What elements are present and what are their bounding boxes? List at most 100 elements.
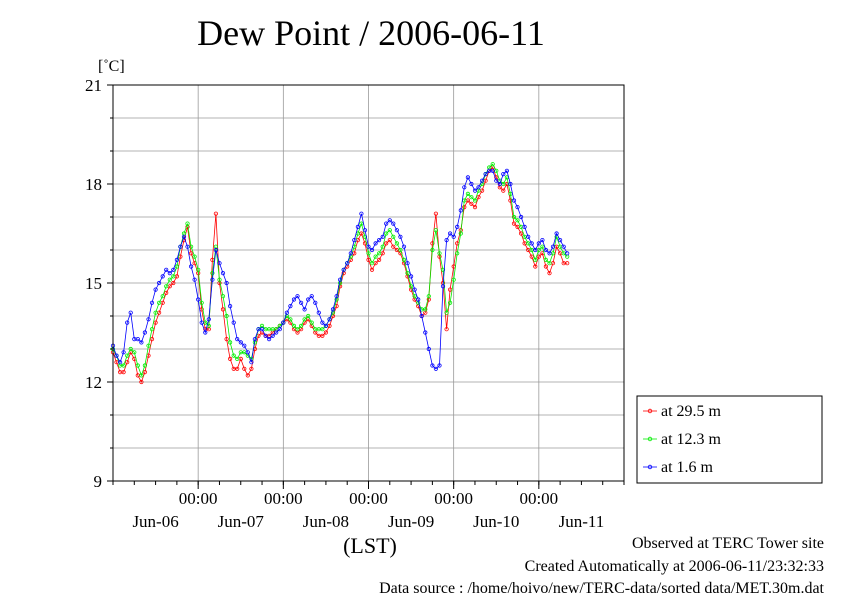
x-day-label: Jun-10	[473, 512, 519, 531]
data-point	[231, 320, 236, 325]
data-point	[224, 313, 229, 319]
data-point	[327, 317, 332, 322]
data-point	[302, 317, 307, 322]
data-point	[419, 313, 424, 319]
data-point	[529, 254, 534, 259]
legend-swatch-marker	[647, 464, 653, 470]
data-point	[302, 307, 307, 312]
y-tick-label: 21	[85, 76, 102, 95]
data-point	[146, 343, 151, 348]
legend-swatch-marker	[647, 408, 653, 414]
data-point	[153, 287, 158, 292]
data-point	[284, 310, 289, 315]
data-point	[515, 205, 520, 210]
data-point	[228, 356, 233, 361]
data-point	[295, 294, 300, 299]
data-point	[164, 284, 169, 289]
data-point	[139, 340, 144, 345]
data-point	[298, 300, 304, 305]
data-point	[387, 228, 392, 233]
data-point	[348, 251, 353, 256]
data-point	[408, 284, 414, 289]
data-point	[405, 270, 410, 276]
data-point	[433, 366, 438, 371]
data-point	[295, 327, 300, 332]
data-point	[501, 188, 506, 193]
data-point	[189, 264, 194, 269]
data-point	[437, 363, 442, 368]
data-point	[376, 257, 382, 262]
data-point	[359, 211, 364, 216]
data-point	[213, 211, 218, 216]
data-point	[430, 241, 435, 246]
data-point	[135, 363, 140, 368]
data-point	[384, 241, 389, 246]
data-point	[171, 267, 176, 272]
data-point	[391, 234, 396, 239]
data-point	[472, 188, 478, 193]
data-point	[231, 353, 236, 358]
x-axis-label: (LST)	[343, 533, 397, 558]
data-point	[281, 320, 286, 325]
x-day-label: Jun-07	[218, 512, 265, 531]
data-point	[444, 238, 449, 243]
data-point	[437, 251, 442, 256]
data-point	[490, 168, 495, 173]
data-point	[533, 264, 538, 269]
data-point	[313, 300, 318, 305]
data-point	[359, 221, 364, 226]
data-point	[508, 181, 513, 187]
data-point	[543, 264, 549, 269]
data-point	[242, 366, 247, 371]
data-point	[135, 336, 140, 342]
data-point	[224, 280, 229, 286]
data-point	[565, 261, 570, 266]
data-point	[139, 379, 144, 385]
data-point	[444, 310, 449, 315]
data-point	[157, 300, 162, 305]
series-line	[112, 170, 568, 370]
data-point	[224, 336, 229, 342]
y-tick-label: 18	[85, 175, 102, 194]
data-point	[380, 244, 385, 249]
data-point	[309, 294, 314, 299]
data-point	[447, 231, 453, 236]
data-point	[118, 360, 123, 365]
data-point	[242, 343, 247, 348]
x-tick-label: 00:00	[179, 489, 218, 508]
data-point	[259, 327, 265, 332]
data-point	[362, 228, 368, 233]
data-point	[373, 254, 378, 259]
data-point	[533, 247, 538, 253]
data-point	[291, 323, 297, 328]
data-point	[199, 300, 204, 305]
data-point	[114, 353, 119, 358]
data-point	[149, 327, 155, 332]
data-point	[508, 191, 513, 196]
data-point	[561, 244, 566, 249]
data-point	[426, 346, 431, 352]
data-point	[245, 350, 250, 355]
x-day-label: Jun-11	[559, 512, 605, 531]
data-point	[451, 234, 456, 239]
data-point	[277, 327, 282, 332]
data-point	[121, 369, 126, 375]
data-point	[306, 297, 311, 302]
data-point	[206, 317, 211, 322]
data-point	[210, 270, 215, 276]
x-day-label: Jun-06	[132, 512, 178, 531]
legend-label: at 29.5 m	[661, 403, 722, 420]
data-point	[373, 241, 378, 246]
data-point	[494, 178, 499, 183]
data-point	[412, 294, 417, 299]
data-point	[160, 274, 165, 279]
data-point	[128, 346, 133, 352]
series-line	[112, 163, 568, 377]
data-point	[160, 294, 165, 299]
data-point	[366, 257, 371, 262]
data-point	[337, 277, 343, 282]
data-point	[504, 168, 509, 173]
data-point	[288, 317, 293, 322]
